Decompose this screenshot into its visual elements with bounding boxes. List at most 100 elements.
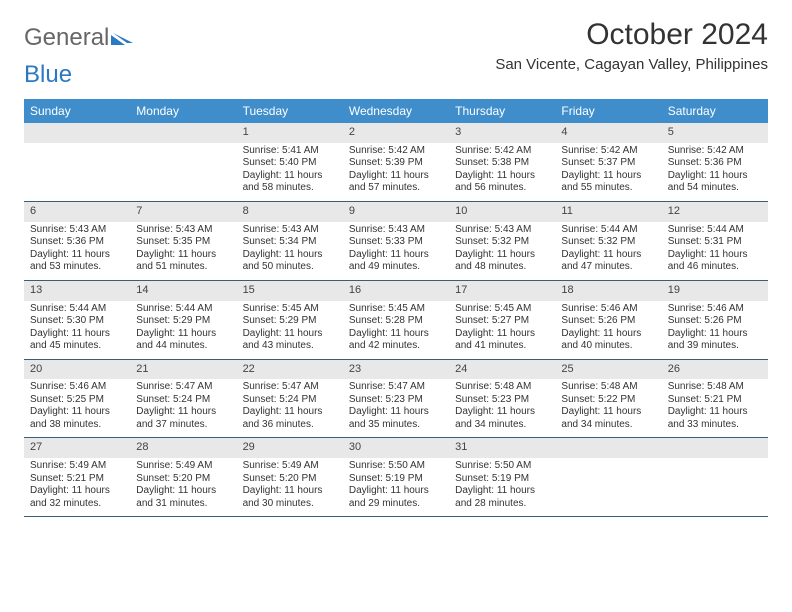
day-number: 2 — [343, 123, 449, 143]
day-number: 22 — [237, 360, 343, 380]
day-body: Sunrise: 5:44 AMSunset: 5:32 PMDaylight:… — [555, 222, 661, 280]
day-body: Sunrise: 5:43 AMSunset: 5:34 PMDaylight:… — [237, 222, 343, 280]
sunrise-text: Sunrise: 5:46 AM — [30, 381, 124, 394]
calendar-page: General October 2024 San Vicente, Cagaya… — [0, 0, 792, 517]
day-number — [24, 123, 130, 143]
sunrise-text: Sunrise: 5:47 AM — [243, 381, 337, 394]
day-number: 4 — [555, 123, 661, 143]
logo-text-1: General — [24, 24, 109, 52]
day-number: 21 — [130, 360, 236, 380]
daylight-text: Daylight: 11 hours and 55 minutes. — [561, 170, 655, 195]
day-body: Sunrise: 5:43 AMSunset: 5:36 PMDaylight:… — [24, 222, 130, 280]
sunset-text: Sunset: 5:33 PM — [349, 236, 443, 249]
day-body: Sunrise: 5:46 AMSunset: 5:25 PMDaylight:… — [24, 379, 130, 437]
calendar-cell: 25Sunrise: 5:48 AMSunset: 5:22 PMDayligh… — [555, 360, 661, 438]
sunrise-text: Sunrise: 5:47 AM — [136, 381, 230, 394]
logo-text-2: Blue — [24, 61, 72, 89]
day-number: 9 — [343, 202, 449, 222]
sunset-text: Sunset: 5:40 PM — [243, 157, 337, 170]
day-number: 26 — [662, 360, 768, 380]
sunset-text: Sunset: 5:22 PM — [561, 394, 655, 407]
sunrise-text: Sunrise: 5:46 AM — [668, 303, 762, 316]
day-body: Sunrise: 5:46 AMSunset: 5:26 PMDaylight:… — [662, 301, 768, 359]
sunrise-text: Sunrise: 5:43 AM — [455, 224, 549, 237]
day-body: Sunrise: 5:43 AMSunset: 5:35 PMDaylight:… — [130, 222, 236, 280]
day-number: 11 — [555, 202, 661, 222]
daylight-text: Daylight: 11 hours and 41 minutes. — [455, 328, 549, 353]
sunset-text: Sunset: 5:19 PM — [349, 473, 443, 486]
calendar-cell: 21Sunrise: 5:47 AMSunset: 5:24 PMDayligh… — [130, 360, 236, 438]
day-headers: Sunday Monday Tuesday Wednesday Thursday… — [24, 99, 768, 123]
calendar-cell: 19Sunrise: 5:46 AMSunset: 5:26 PMDayligh… — [662, 281, 768, 359]
title-block: October 2024 San Vicente, Cagayan Valley… — [495, 18, 768, 73]
day-number — [555, 438, 661, 458]
sunrise-text: Sunrise: 5:45 AM — [349, 303, 443, 316]
sunrise-text: Sunrise: 5:44 AM — [561, 224, 655, 237]
day-body: Sunrise: 5:44 AMSunset: 5:29 PMDaylight:… — [130, 301, 236, 359]
calendar-cell: 7Sunrise: 5:43 AMSunset: 5:35 PMDaylight… — [130, 202, 236, 280]
day-number: 14 — [130, 281, 236, 301]
sunset-text: Sunset: 5:25 PM — [30, 394, 124, 407]
calendar-cell: 11Sunrise: 5:44 AMSunset: 5:32 PMDayligh… — [555, 202, 661, 280]
sunrise-text: Sunrise: 5:43 AM — [30, 224, 124, 237]
daylight-text: Daylight: 11 hours and 38 minutes. — [30, 406, 124, 431]
daylight-text: Daylight: 11 hours and 44 minutes. — [136, 328, 230, 353]
calendar-cell: 22Sunrise: 5:47 AMSunset: 5:24 PMDayligh… — [237, 360, 343, 438]
day-body: Sunrise: 5:49 AMSunset: 5:21 PMDaylight:… — [24, 458, 130, 516]
calendar-cell: 27Sunrise: 5:49 AMSunset: 5:21 PMDayligh… — [24, 438, 130, 516]
day-body: Sunrise: 5:47 AMSunset: 5:23 PMDaylight:… — [343, 379, 449, 437]
sunrise-text: Sunrise: 5:50 AM — [455, 460, 549, 473]
calendar-cell: 3Sunrise: 5:42 AMSunset: 5:38 PMDaylight… — [449, 123, 555, 201]
day-number: 18 — [555, 281, 661, 301]
calendar-cell — [555, 438, 661, 516]
day-number: 17 — [449, 281, 555, 301]
calendar-week: 13Sunrise: 5:44 AMSunset: 5:30 PMDayligh… — [24, 281, 768, 360]
calendar-cell: 6Sunrise: 5:43 AMSunset: 5:36 PMDaylight… — [24, 202, 130, 280]
sunset-text: Sunset: 5:31 PM — [668, 236, 762, 249]
daylight-text: Daylight: 11 hours and 28 minutes. — [455, 485, 549, 510]
day-body: Sunrise: 5:49 AMSunset: 5:20 PMDaylight:… — [237, 458, 343, 516]
sunset-text: Sunset: 5:26 PM — [668, 315, 762, 328]
day-body-empty — [130, 143, 236, 201]
day-body: Sunrise: 5:50 AMSunset: 5:19 PMDaylight:… — [449, 458, 555, 516]
calendar-cell: 10Sunrise: 5:43 AMSunset: 5:32 PMDayligh… — [449, 202, 555, 280]
sunrise-text: Sunrise: 5:44 AM — [136, 303, 230, 316]
day-header-thu: Thursday — [449, 99, 555, 123]
day-body: Sunrise: 5:42 AMSunset: 5:39 PMDaylight:… — [343, 143, 449, 201]
day-body: Sunrise: 5:41 AMSunset: 5:40 PMDaylight:… — [237, 143, 343, 201]
day-number: 8 — [237, 202, 343, 222]
calendar-cell: 14Sunrise: 5:44 AMSunset: 5:29 PMDayligh… — [130, 281, 236, 359]
sunrise-text: Sunrise: 5:50 AM — [349, 460, 443, 473]
day-number: 15 — [237, 281, 343, 301]
calendar-cell: 4Sunrise: 5:42 AMSunset: 5:37 PMDaylight… — [555, 123, 661, 201]
day-body: Sunrise: 5:42 AMSunset: 5:36 PMDaylight:… — [662, 143, 768, 201]
daylight-text: Daylight: 11 hours and 33 minutes. — [668, 406, 762, 431]
day-number: 12 — [662, 202, 768, 222]
sunset-text: Sunset: 5:36 PM — [668, 157, 762, 170]
calendar-cell: 5Sunrise: 5:42 AMSunset: 5:36 PMDaylight… — [662, 123, 768, 201]
sunrise-text: Sunrise: 5:41 AM — [243, 145, 337, 158]
calendar-cell: 13Sunrise: 5:44 AMSunset: 5:30 PMDayligh… — [24, 281, 130, 359]
day-body: Sunrise: 5:42 AMSunset: 5:38 PMDaylight:… — [449, 143, 555, 201]
sunrise-text: Sunrise: 5:49 AM — [136, 460, 230, 473]
sunrise-text: Sunrise: 5:47 AM — [349, 381, 443, 394]
day-body: Sunrise: 5:46 AMSunset: 5:26 PMDaylight:… — [555, 301, 661, 359]
day-header-sun: Sunday — [24, 99, 130, 123]
sunrise-text: Sunrise: 5:48 AM — [561, 381, 655, 394]
sunset-text: Sunset: 5:24 PM — [136, 394, 230, 407]
day-body: Sunrise: 5:48 AMSunset: 5:22 PMDaylight:… — [555, 379, 661, 437]
calendar-cell: 8Sunrise: 5:43 AMSunset: 5:34 PMDaylight… — [237, 202, 343, 280]
sunset-text: Sunset: 5:38 PM — [455, 157, 549, 170]
day-body: Sunrise: 5:45 AMSunset: 5:27 PMDaylight:… — [449, 301, 555, 359]
daylight-text: Daylight: 11 hours and 53 minutes. — [30, 249, 124, 274]
logo: General — [24, 18, 133, 52]
sunrise-text: Sunrise: 5:42 AM — [668, 145, 762, 158]
sunset-text: Sunset: 5:30 PM — [30, 315, 124, 328]
location-subtitle: San Vicente, Cagayan Valley, Philippines — [495, 56, 768, 73]
day-number — [130, 123, 236, 143]
month-title: October 2024 — [495, 18, 768, 52]
sunrise-text: Sunrise: 5:49 AM — [243, 460, 337, 473]
sunrise-text: Sunrise: 5:42 AM — [455, 145, 549, 158]
daylight-text: Daylight: 11 hours and 31 minutes. — [136, 485, 230, 510]
calendar-cell: 26Sunrise: 5:48 AMSunset: 5:21 PMDayligh… — [662, 360, 768, 438]
